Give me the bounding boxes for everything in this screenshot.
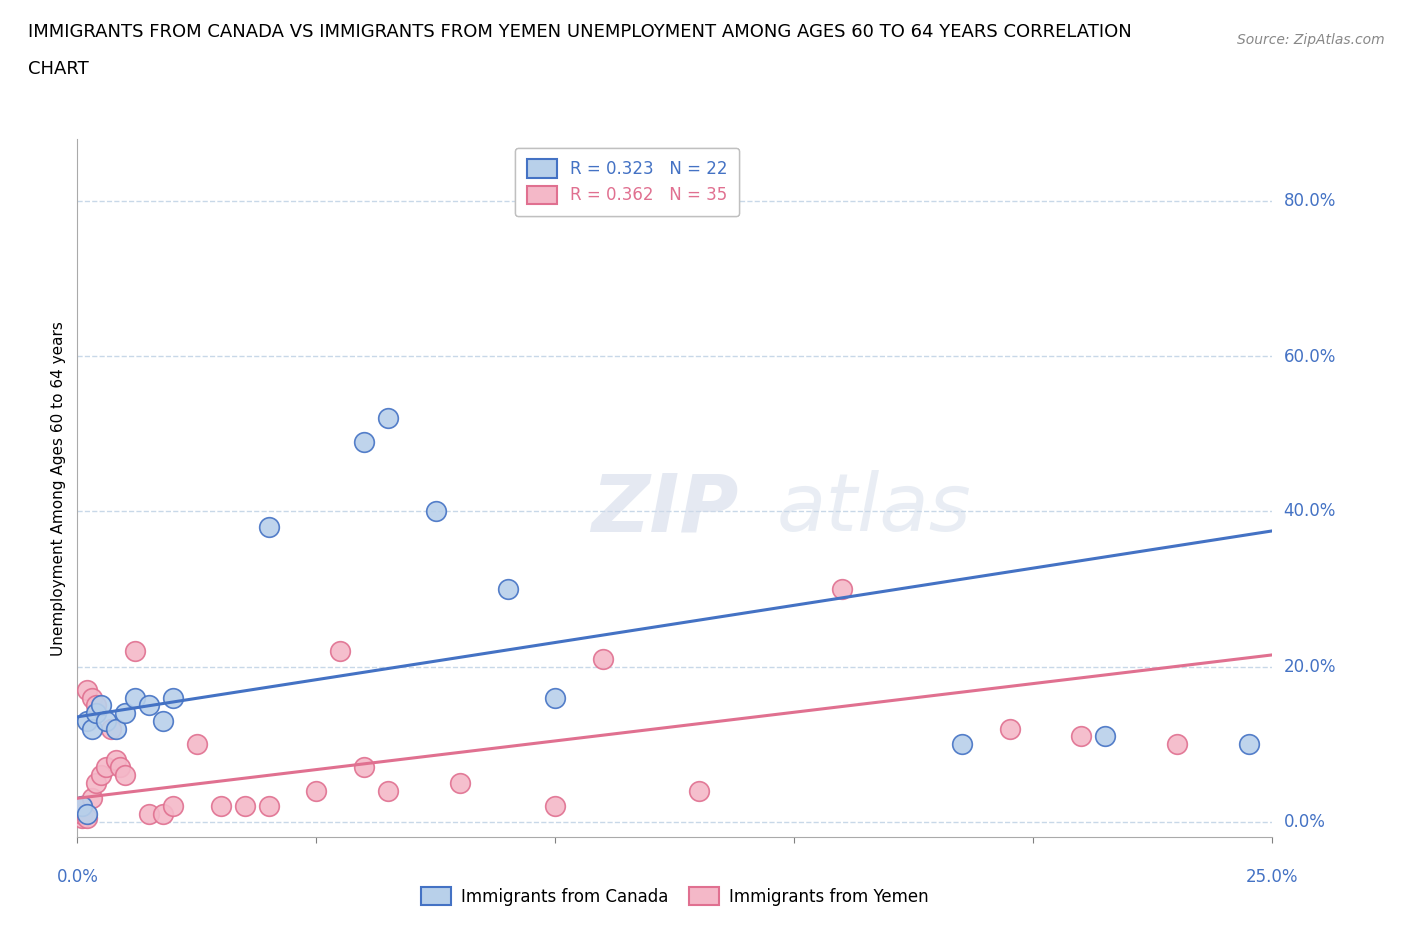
Point bbox=[425, 504, 447, 519]
Point bbox=[110, 760, 132, 775]
Point bbox=[80, 721, 103, 736]
Point bbox=[90, 698, 112, 712]
Point bbox=[449, 776, 471, 790]
Point bbox=[1237, 737, 1260, 751]
Point bbox=[114, 706, 136, 721]
Point bbox=[688, 783, 710, 798]
Point bbox=[80, 690, 103, 705]
Point bbox=[1070, 729, 1092, 744]
Text: Source: ZipAtlas.com: Source: ZipAtlas.com bbox=[1237, 33, 1385, 46]
Legend: R = 0.323   N = 22, R = 0.362   N = 35: R = 0.323 N = 22, R = 0.362 N = 35 bbox=[515, 148, 740, 216]
Point bbox=[70, 806, 93, 821]
Point bbox=[70, 810, 93, 825]
Text: ZIP: ZIP bbox=[592, 471, 738, 548]
Text: IMMIGRANTS FROM CANADA VS IMMIGRANTS FROM YEMEN UNEMPLOYMENT AMONG AGES 60 TO 64: IMMIGRANTS FROM CANADA VS IMMIGRANTS FRO… bbox=[28, 23, 1132, 41]
Point bbox=[70, 799, 93, 814]
Point bbox=[329, 644, 352, 658]
Point bbox=[162, 690, 184, 705]
Point bbox=[353, 434, 375, 449]
Text: 40.0%: 40.0% bbox=[1284, 502, 1336, 521]
Point bbox=[86, 706, 108, 721]
Point bbox=[831, 581, 853, 596]
Point bbox=[257, 799, 280, 814]
Point bbox=[544, 799, 567, 814]
Text: 0.0%: 0.0% bbox=[1284, 813, 1326, 830]
Text: 80.0%: 80.0% bbox=[1284, 193, 1336, 210]
Text: 25.0%: 25.0% bbox=[1246, 868, 1299, 885]
Point bbox=[1094, 729, 1116, 744]
Point bbox=[162, 799, 184, 814]
Point bbox=[76, 683, 98, 698]
Point bbox=[104, 721, 127, 736]
Point bbox=[998, 721, 1021, 736]
Text: atlas: atlas bbox=[776, 471, 972, 548]
Point bbox=[209, 799, 232, 814]
Point bbox=[124, 644, 146, 658]
Text: CHART: CHART bbox=[28, 60, 89, 78]
Point bbox=[1166, 737, 1188, 751]
Point bbox=[152, 806, 174, 821]
Point bbox=[76, 810, 98, 825]
Point bbox=[80, 790, 103, 805]
Point bbox=[353, 760, 375, 775]
Y-axis label: Unemployment Among Ages 60 to 64 years: Unemployment Among Ages 60 to 64 years bbox=[51, 321, 66, 656]
Point bbox=[86, 776, 108, 790]
Point bbox=[186, 737, 208, 751]
Point bbox=[496, 581, 519, 596]
Point bbox=[138, 806, 160, 821]
Point bbox=[257, 520, 280, 535]
Point bbox=[544, 690, 567, 705]
Point bbox=[104, 752, 127, 767]
Text: 60.0%: 60.0% bbox=[1284, 348, 1336, 365]
Point bbox=[76, 713, 98, 728]
Text: 0.0%: 0.0% bbox=[56, 868, 98, 885]
Point bbox=[90, 767, 112, 782]
Point bbox=[86, 698, 108, 712]
Point bbox=[114, 767, 136, 782]
Point bbox=[152, 713, 174, 728]
Point bbox=[94, 713, 117, 728]
Point bbox=[76, 806, 98, 821]
Point bbox=[100, 721, 122, 736]
Point bbox=[377, 411, 399, 426]
Point bbox=[70, 799, 93, 814]
Point bbox=[950, 737, 973, 751]
Point bbox=[94, 760, 117, 775]
Point bbox=[124, 690, 146, 705]
Point bbox=[377, 783, 399, 798]
Point bbox=[233, 799, 256, 814]
Point bbox=[305, 783, 328, 798]
Text: 20.0%: 20.0% bbox=[1284, 658, 1336, 675]
Point bbox=[592, 651, 614, 666]
Legend: Immigrants from Canada, Immigrants from Yemen: Immigrants from Canada, Immigrants from … bbox=[415, 881, 935, 912]
Point bbox=[138, 698, 160, 712]
